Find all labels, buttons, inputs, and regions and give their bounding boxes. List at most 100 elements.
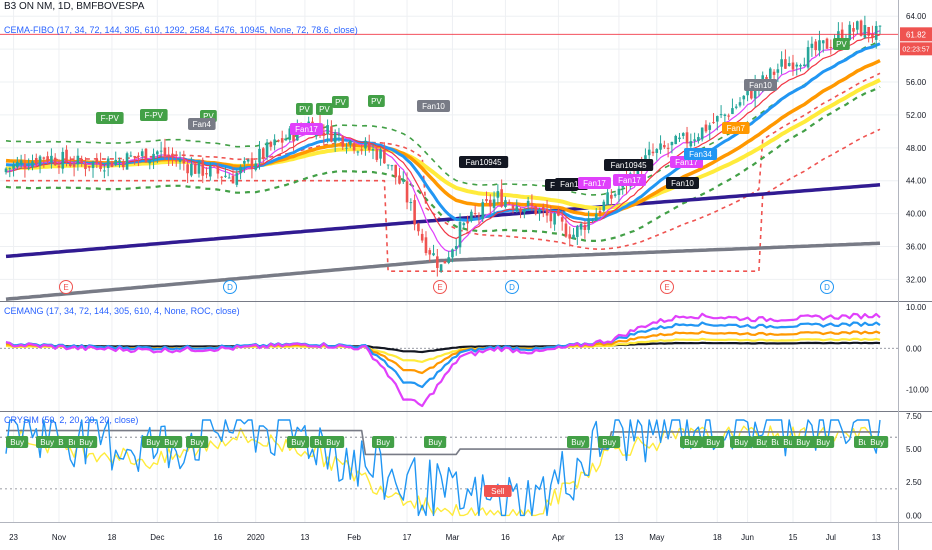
y-tick-label: 40.00 [906,210,927,219]
candle-body [8,168,12,170]
x-tick-label: 13 [614,533,623,542]
candle-body [216,167,220,174]
candle-body [12,164,15,169]
ema-305-line [6,78,881,211]
candle-body [152,153,155,161]
x-tick-label: Jul [826,533,836,542]
candle-body [523,208,526,213]
candle-body [636,161,640,181]
tag-pv-label: PV [319,105,330,114]
candle-body [481,202,485,219]
candle-body [723,114,727,116]
candle-body [356,151,360,153]
candle-body [659,143,662,150]
candle-body [209,165,212,177]
candle-body [349,140,352,145]
candle-body [413,200,416,225]
buy-signal [866,436,889,448]
candle-body [345,147,348,149]
candle-body [76,155,80,165]
candle-body [330,126,333,142]
candle-body [606,192,609,205]
candle-body [598,210,602,214]
candle-body [46,156,49,162]
y-tick-label: 32.00 [906,275,927,284]
candle-body [526,200,530,206]
candle-body [50,155,53,163]
candle-body [768,68,772,79]
candle-body [470,211,473,221]
x-tick-label: 18 [107,533,116,542]
candle-body [541,207,545,211]
candle-body [447,257,450,263]
study-label-crysim[interactable]: CRYSIM (50, 2, 20, 20, 20, close) [4,415,139,425]
candle-body [439,264,443,272]
y-tick-label: 52.00 [906,111,927,120]
price-badge [900,27,932,42]
candle-body [681,133,685,136]
candle-body [352,143,356,151]
buy-signal-label: Buy [314,438,328,447]
ema-1292-line [5,241,881,301]
candle-body [515,206,519,212]
candle-body [72,164,76,167]
tag-pv-label: PV [299,105,310,114]
candle-body [674,135,677,145]
cemang-slow-line [5,341,881,354]
study-label-cemang[interactable]: CEMANG (17, 34, 72, 144, 305, 610, 4, No… [4,306,240,316]
candle-body [288,128,292,140]
candle-body [799,65,802,67]
tag-fan-label: Fan4 [193,120,212,129]
candle-body [731,108,734,114]
candle-body [16,161,19,168]
candle-body [750,90,753,99]
buy-signal [598,436,621,448]
candle-body [360,149,363,151]
buy-signal-label: Buy [734,438,748,447]
tag-pv-label: PV [203,112,214,121]
tag-fan [604,159,654,171]
candle-body [178,159,182,162]
tag-pv [332,96,349,108]
candle-body [693,139,696,141]
x-tick-label: Nov [52,533,66,542]
tag-pv-label: PV [335,98,346,107]
candle-body [61,151,65,169]
candle-body [386,164,390,166]
buy-signal-label: Buy [870,438,884,447]
candle-body [530,203,534,206]
tag-fpv-label: F-PV [145,111,164,120]
candle-body [243,160,246,164]
candle-body [871,33,874,38]
buy-signal-label: Buy [816,438,830,447]
candle-body [398,175,401,184]
candle-body [159,150,163,152]
candle-body [784,59,787,69]
candle-body [458,221,462,248]
candle-body [156,151,159,155]
buy-signal-label: Buy [146,438,160,447]
candle-body [451,249,454,258]
candle-body [250,158,254,169]
candle-body [852,28,855,32]
candle-body [666,147,670,149]
buy-signal [792,436,815,448]
candle-body [462,223,466,226]
candle-body [258,148,261,163]
study-label-cema-fibo[interactable]: CEMA-FIBO (17, 34, 72, 144, 305, 610, 12… [4,25,358,35]
candle-body [205,173,208,175]
band-red-lower [6,128,881,273]
buy-signal-label: Buy [756,438,770,447]
buy-signal [567,436,590,448]
candle-body [647,149,651,156]
buy-signal [36,436,59,448]
candle-body [171,153,174,158]
y-tick-label: 64.00 [906,12,927,21]
candle-body [454,246,458,249]
event-marker-label: D [227,283,233,292]
tag-pv [296,103,313,115]
candle-body [697,137,700,142]
candle-body [186,164,189,174]
